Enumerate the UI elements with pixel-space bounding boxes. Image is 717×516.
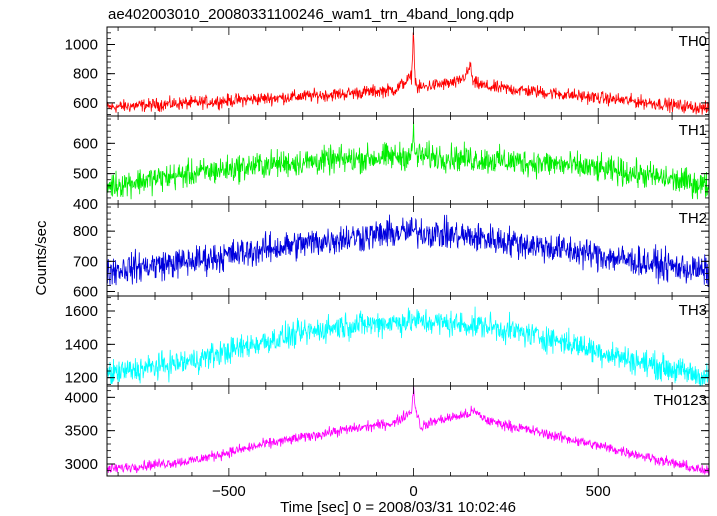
y-tick-label: 600	[73, 95, 98, 112]
y-tick-label: 1200	[65, 370, 98, 387]
x-tick-label: −500	[212, 483, 246, 500]
y-tick-label: 800	[73, 66, 98, 83]
y-tick-label: 3500	[65, 423, 98, 440]
y-tick-label: 3000	[65, 456, 98, 473]
series-th2-line	[107, 214, 709, 287]
series-th3-line	[107, 306, 709, 386]
panel-th2: 600 700 800 TH2	[73, 203, 710, 300]
series-th0123-line	[107, 386, 709, 475]
x-tick-label: 500	[586, 483, 611, 500]
y-tick-label: 400	[73, 196, 98, 213]
panel-th0: 600 800 1000 TH0	[65, 26, 710, 117]
y-tick-label: 1000	[65, 37, 98, 54]
y-tick-label: 500	[73, 166, 98, 183]
series-th0-label: TH0	[679, 33, 707, 50]
y-tick-label: 600	[73, 283, 98, 300]
series-th1-label: TH1	[679, 122, 707, 139]
y-tick-label: 800	[73, 223, 98, 240]
series-th1-line	[107, 121, 709, 200]
chart-title: ae402003010_20080331100246_wam1_trn_4ban…	[108, 6, 514, 23]
series-th0123-label: TH0123	[654, 392, 707, 409]
y-tick-label: 600	[73, 135, 98, 152]
y-tick-label: 700	[73, 253, 98, 270]
panel-th0123: 3000 3500 4000 TH0123	[65, 385, 710, 477]
series-th2-label: TH2	[679, 210, 707, 227]
panel-th1: 400 500 600 TH1	[73, 115, 710, 213]
y-tick-label: 1400	[65, 336, 98, 353]
chart-panels: 600 800 1000 TH0 400 500 600 TH1 600 700 800 TH2 120…	[65, 26, 710, 500]
panel-th0123-frame	[106, 385, 710, 477]
y-axis-label: Counts/sec	[33, 220, 50, 296]
x-axis-label: Time [sec] 0 = 2008/03/31 10:02:46	[280, 499, 516, 516]
y-tick-label: 4000	[65, 389, 98, 406]
series-th3-label: TH3	[679, 302, 707, 319]
x-tick-label: 0	[409, 483, 417, 500]
series-th0-line	[107, 32, 709, 115]
y-tick-label: 1600	[65, 303, 98, 320]
panel-th3: 1200 1400 1600 TH3	[65, 295, 710, 387]
